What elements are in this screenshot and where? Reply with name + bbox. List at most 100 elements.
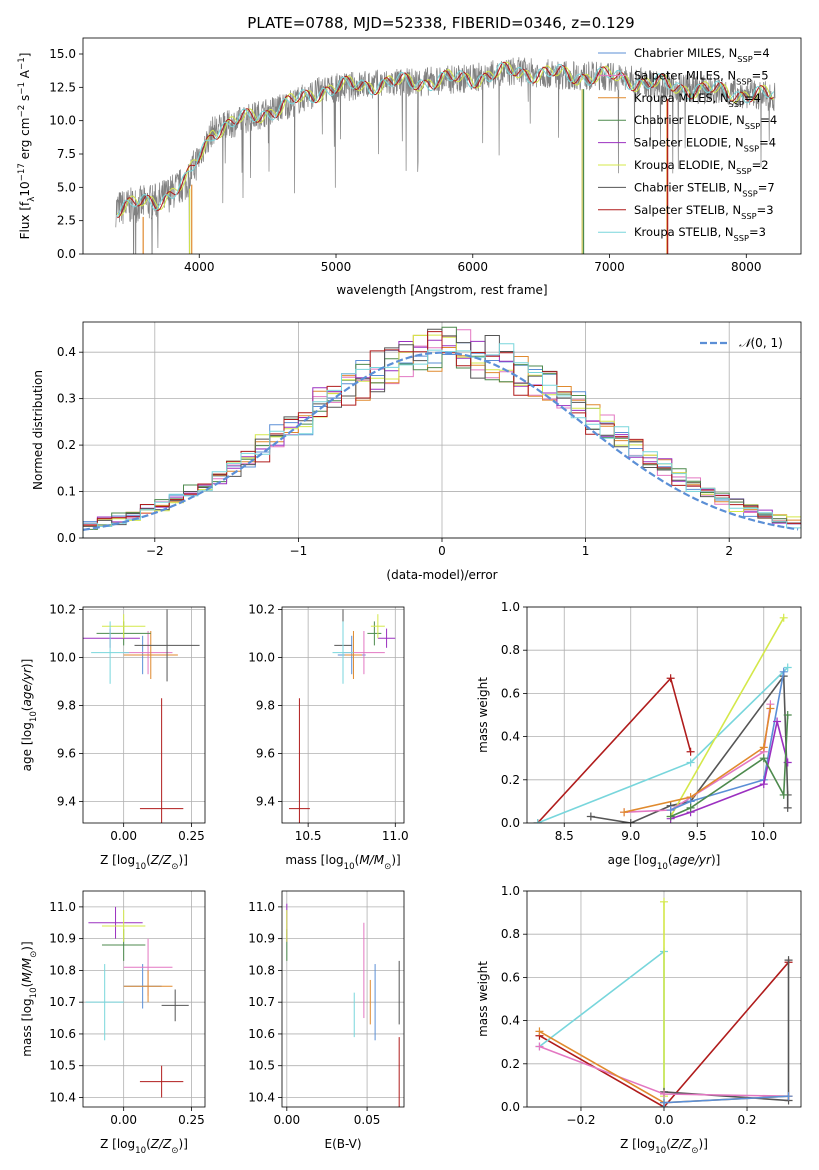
y-tick-label: 9.8 — [256, 698, 275, 712]
y-axis-label: mass weight — [476, 961, 490, 1037]
data-point — [783, 711, 792, 719]
data-point — [779, 613, 788, 622]
y-axis-label: mass weight — [476, 677, 490, 753]
label-part: )] — [179, 1137, 188, 1151]
series-line — [537, 666, 789, 823]
x-axis-label: age [log10(age/yr)] — [608, 853, 721, 872]
y-tick-label: 9.4 — [57, 794, 76, 808]
data-point — [779, 667, 788, 676]
plot-area — [83, 609, 200, 823]
data-point — [535, 1042, 544, 1051]
label-part: =7 — [758, 180, 775, 194]
y-tick-label: 9.4 — [256, 794, 275, 808]
y-axis-label: mass [log10(M/M⊙)] — [20, 941, 39, 1056]
label-part: 10 — [29, 711, 39, 722]
x-axis-label: Z [log10(Z/Z⊙)] — [100, 1137, 188, 1156]
x-tick-label: 0.00 — [273, 1113, 300, 1127]
label-part: =4 — [753, 46, 770, 60]
legend-label: Salpeter MILES, NSSP=5 — [634, 68, 769, 86]
data-point — [759, 780, 768, 789]
x-tick-label: 0.2 — [737, 1113, 756, 1127]
y-tick-label: 15.0 — [49, 47, 76, 61]
x-tick-label: 0.25 — [178, 1113, 205, 1127]
axes-spectrum: 4000 5000 6000 7000 8000 0.0 2.5 5.0 7.5 10.0 12.5… — [17, 37, 802, 297]
y-tick-label: 1.0 — [501, 600, 520, 614]
data-point — [660, 1098, 668, 1107]
label-part: =2 — [752, 158, 769, 172]
label-part: −1 — [17, 57, 27, 70]
series-line — [663, 1095, 789, 1104]
y-tick-label: 2.5 — [57, 214, 76, 228]
y-tick-label: 0.8 — [501, 927, 520, 941]
histogram-series — [83, 343, 801, 538]
data-point — [660, 897, 668, 906]
data-point — [660, 1090, 668, 1099]
data-point — [783, 803, 792, 812]
axes-massweight_vs_age: 8.5 9.0 9.5 10.0 0.0 0.2 0.4 0.6 0.8 1.0 age [log1… — [476, 600, 802, 872]
axes-frame — [281, 890, 405, 1108]
label-part: SSP — [734, 233, 749, 243]
data-point — [686, 747, 695, 756]
label-part: 10 — [135, 862, 146, 872]
label-part: E(B-V) — [324, 1137, 361, 1151]
x-tick-label: 4000 — [184, 260, 215, 274]
spectrum-model-line — [117, 61, 774, 219]
label-part: 𝒩 — [739, 336, 754, 350]
y-tick-label: 10.0 — [49, 650, 76, 664]
axes-mass_vs_EBV: 0.00 0.05 10.4 10.5 10.6 10.7 10.8 10.9 11.0 E(B-… — [248, 890, 405, 1151]
legend-label: Kroupa ELODIE, NSSP=2 — [634, 158, 769, 176]
y-tick-label: 0.0 — [501, 816, 520, 830]
gaussian-curve — [83, 351, 799, 531]
y-tick-label: 0.2 — [501, 1057, 520, 1071]
x-tick-label: 6000 — [457, 260, 488, 274]
label-part: )] — [711, 853, 720, 867]
y-tick-label: 5.0 — [57, 180, 76, 194]
y-tick-label: 0.3 — [57, 392, 76, 406]
data-point — [773, 717, 782, 726]
label-part: ( — [666, 1137, 671, 1151]
label-part: M/M — [359, 853, 384, 867]
y-tick-label: 10.2 — [248, 602, 275, 616]
x-axis-label: Z [log10(Z/Z⊙)] — [620, 1137, 708, 1156]
y-tick-label: 0.1 — [57, 485, 76, 499]
label-part: age/yr — [673, 853, 712, 867]
data-point — [784, 1092, 793, 1101]
label-part: A — [18, 69, 32, 82]
label-part: M/M — [20, 957, 34, 982]
plot-area — [115, 57, 776, 254]
label-part: )] — [20, 941, 34, 950]
label-part: =4 — [759, 136, 776, 150]
legend-label: Kroupa MILES, NSSP=4 — [634, 91, 761, 109]
spectrum-model-line — [116, 61, 774, 217]
y-tick-label: 0.0 — [57, 247, 76, 261]
x-tick-label: 0.25 — [178, 829, 205, 843]
y-tick-label: 0.2 — [57, 438, 76, 452]
y-tick-label: 11.0 — [49, 900, 76, 914]
y-axis-label: age [log10(age/yr)] — [20, 659, 39, 772]
label-part: ⊙ — [691, 1146, 698, 1156]
label-part: (0, 1) — [751, 336, 783, 350]
x-tick-label: 8000 — [731, 260, 762, 274]
y-axis-label: Flux [fλ10−17 erg cm−2 s−1 A−1] — [17, 53, 37, 240]
label-part: SSP — [744, 144, 759, 154]
label-part: erg cm — [18, 118, 32, 164]
legend-label: 𝒩(0, 1) — [739, 336, 783, 350]
y-tick-label: 0.4 — [501, 730, 520, 744]
label-part: −17 — [17, 163, 27, 181]
y-tick-label: 0.0 — [501, 1100, 520, 1114]
series-line — [623, 708, 772, 813]
x-tick-label: 9.5 — [688, 829, 707, 843]
label-part: ( — [146, 853, 151, 867]
label-part: )] — [179, 853, 188, 867]
plot-area — [288, 609, 396, 823]
legend-label: Salpeter ELODIE, NSSP=4 — [634, 136, 776, 154]
axes-frame — [281, 606, 405, 824]
x-tick-label: 11.0 — [382, 829, 409, 843]
y-tick-label: 0.4 — [57, 345, 76, 359]
x-tick-label: 10.0 — [750, 829, 777, 843]
label-part: =3 — [749, 225, 766, 239]
axes-age_vs_Z: 0.00 0.259.49.69.810.010.2Z [log10(Z/Z⊙)]… — [20, 602, 206, 872]
label-part: )] — [20, 659, 34, 668]
y-tick-label: 10.0 — [49, 114, 76, 128]
data-point — [533, 819, 542, 823]
